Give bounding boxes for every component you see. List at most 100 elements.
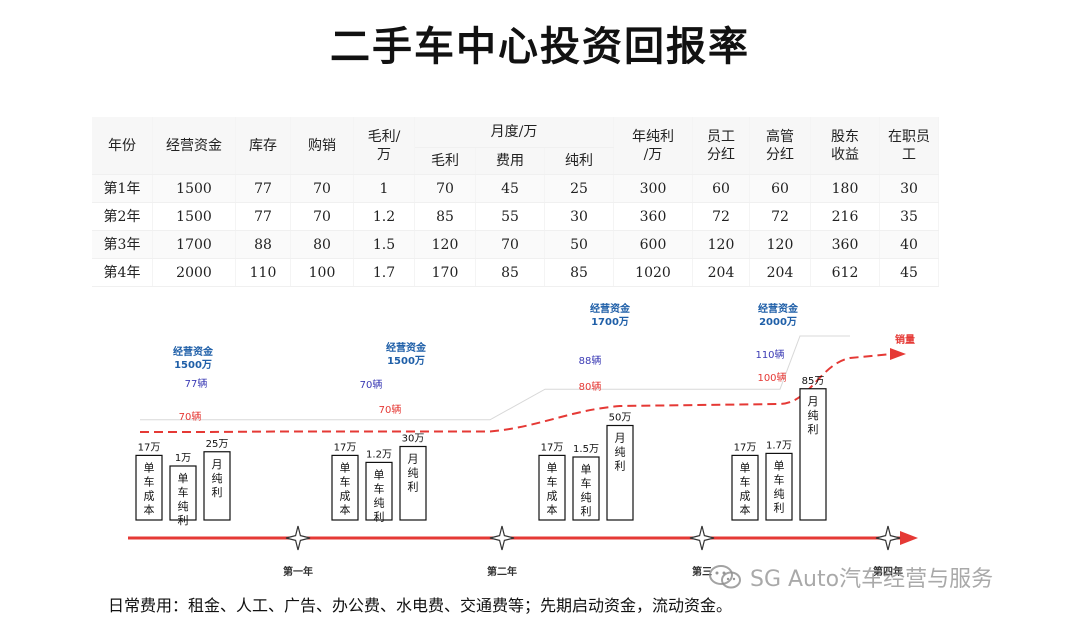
stock-label: 110辆 [755,348,784,361]
bar-unit-profit [169,465,197,521]
table-cell: 55 [475,202,545,231]
stock-label: 70辆 [360,378,383,391]
bar-label-char: 利 [178,514,189,527]
header-cell: 在职员工 [879,117,939,175]
axis-tick-label: 第四年 [873,565,903,578]
bar-label-char: 车 [144,474,155,488]
table-row: 第3年 1700 88 80 1.5 120 70 50 600 120 120 360 40 [92,230,939,259]
table-cell: 612 [810,258,880,287]
table-cell: 180 [810,174,880,203]
table-cell: 70 [414,174,476,203]
table-cell: 45 [475,174,545,203]
bar-label-char: 利 [212,486,223,499]
table-cell: 72 [749,202,811,231]
bar-label-char: 利 [774,501,785,514]
table-cell: 2000 [152,258,236,287]
bar-label-char: 本 [340,502,351,516]
bar-unit-profit [572,456,600,521]
header-cell: 高管 分红 [749,117,811,175]
bar-unit-cost [731,454,759,521]
year-marker-4 [875,525,901,551]
table-cell: 300 [613,174,693,203]
bar-monthly-profit [606,424,634,521]
bar-label-char: 纯 [178,500,189,513]
table-cell: 120 [749,230,811,259]
header-cell: 年份 [92,117,153,175]
table-cell: 第2年 [92,202,153,231]
table-cell: 1500 [152,174,236,203]
bar-label-char: 车 [178,485,189,499]
bar-label-char: 单 [774,459,785,472]
bar-label-char: 车 [740,474,751,488]
capital-label: 经营资金 1700万 [590,302,631,328]
bar-unit-profit [765,452,793,521]
bar-label-char: 利 [408,481,419,494]
table-cell: 1500 [152,202,236,231]
bar-label-char: 纯 [408,467,419,480]
table-cell: 25 [544,174,614,203]
roi-table: 年份 经营资金 库存 购销 毛利/万月度/万 年纯利/万 员工 分红 高管 分红 股东 收益 在职员工毛… [92,117,939,287]
bar-value-label: 85万 [802,376,825,387]
bar-value-label: 17万 [334,442,357,453]
table-cell: 85 [475,258,545,287]
bar-unit-profit [365,461,393,521]
bar-label-char: 单 [547,461,558,474]
table-cell: 120 [692,230,750,259]
sales-label: 70辆 [179,410,202,423]
bar-label-char: 成 [547,489,558,502]
bar-label-char: 单 [374,468,385,481]
bar-value-label: 25万 [206,439,229,450]
bar-label-char: 单 [581,463,592,476]
bar-label-char: 车 [774,472,785,486]
watermark-text: SG Auto汽车经营与服务 [750,567,994,592]
bar-label-char: 车 [547,474,558,488]
capital-label: 经营资金 2000万 [758,302,799,328]
bar-label-char: 纯 [615,446,626,459]
table-row: 第1年 1500 77 70 1 70 45 25 300 60 60 180 30 [92,174,939,203]
year-marker-1 [285,525,311,551]
sales-line-label: 销量 [895,333,915,346]
table-cell: 170 [414,258,476,287]
bar-value-label: 17万 [138,442,161,453]
table-cell: 85 [544,258,614,287]
sales-line-arrow [890,348,906,360]
table-cell: 216 [810,202,880,231]
table-cell: 110 [235,258,291,287]
table-cell: 360 [810,230,880,259]
header-cell: 毛利/万 [353,117,415,175]
subheader-cell: 费用 [475,147,545,175]
table-cell: 100 [290,258,354,287]
table-cell: 1 [353,174,415,203]
table-cell: 360 [613,202,693,231]
table-cell: 85 [414,202,476,231]
capital-label: 经营资金 1500万 [386,341,427,367]
header-cell-monthly: 月度/万 [414,117,614,148]
stock-label: 77辆 [185,377,208,390]
bar-label-char: 成 [144,489,155,502]
bar-unit-cost [331,454,359,521]
sales-label: 100辆 [757,371,786,384]
bar-label-char: 纯 [374,496,385,509]
header-cell: 经营资金 [152,117,236,175]
bar-label-char: 月 [408,453,419,466]
bar-unit-cost [538,454,566,521]
table-cell: 77 [235,174,291,203]
capital-label: 经营资金 1500万 [173,345,214,371]
bar-label-char: 单 [740,461,751,474]
axis-arrow [900,531,918,545]
table-cell: 1.7 [353,258,415,287]
stock-line [140,335,850,421]
table-cell: 1020 [613,258,693,287]
table-cell: 40 [879,230,939,259]
table-cell: 60 [692,174,750,203]
header-cell: 库存 [235,117,291,175]
header-cell: 购销 [290,117,354,175]
table-cell: 120 [414,230,476,259]
bar-label-char: 利 [581,505,592,518]
axis-tick-label: 第三 [692,565,712,578]
year-marker-3 [689,525,715,551]
bar-label-char: 月 [808,395,819,408]
bar-label-char: 本 [547,502,558,516]
bar-label-char: 单 [340,461,351,474]
